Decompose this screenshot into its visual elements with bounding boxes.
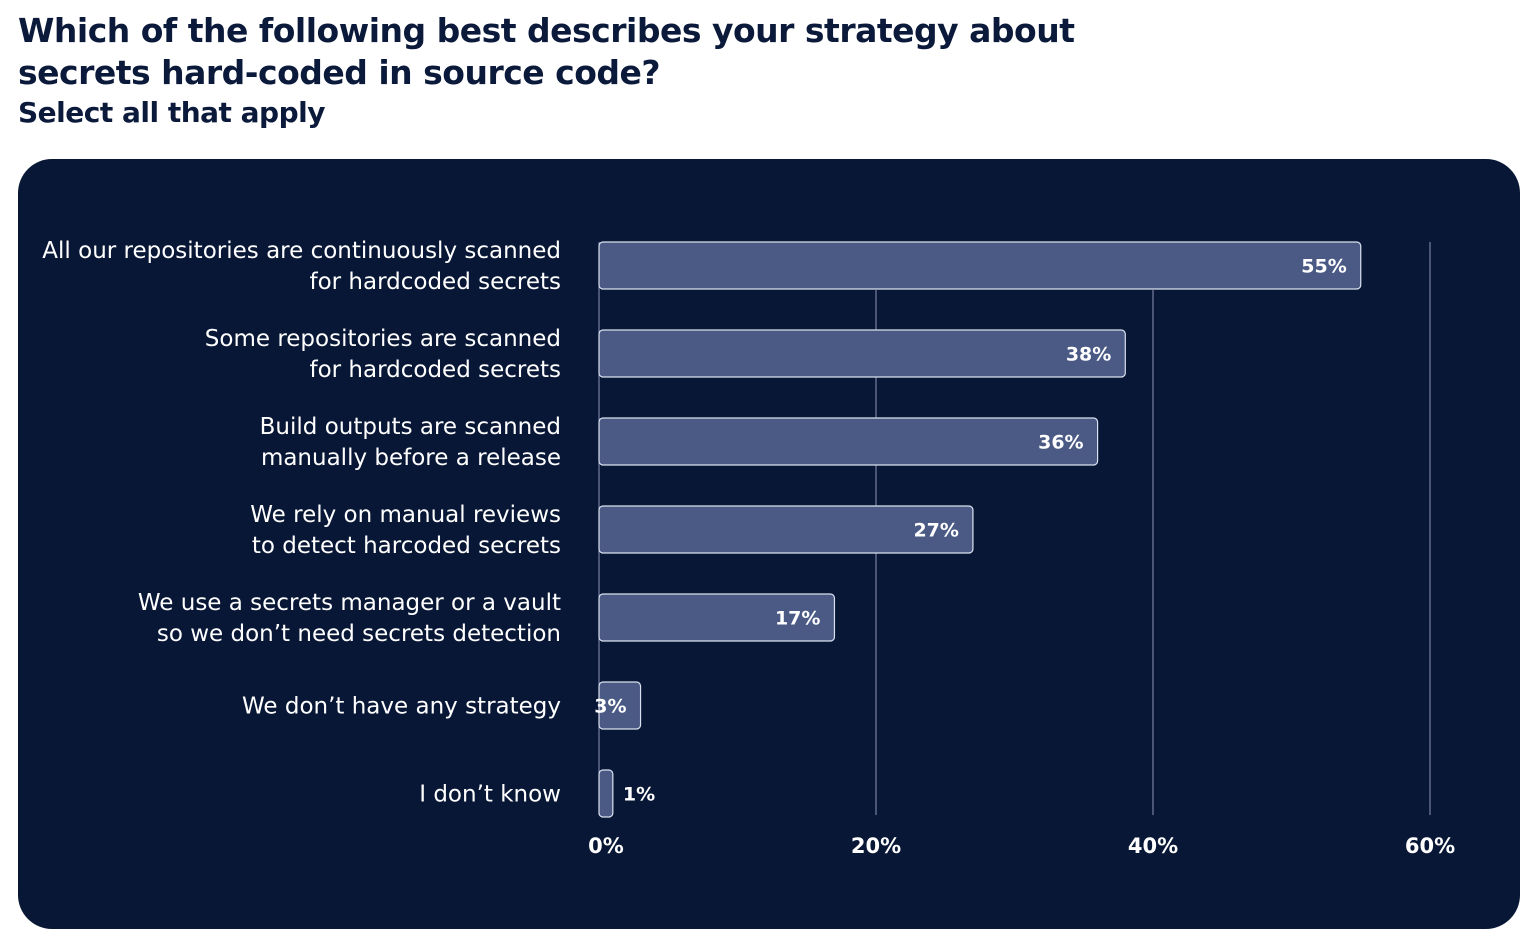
bar-chart: 55% All our repositories are continuously…	[42, 238, 1455, 858]
x-tick-label: 20%	[851, 834, 901, 858]
bar	[598, 329, 1126, 378]
bar-value-label: 3%	[594, 696, 626, 718]
x-tick-label: 40%	[1128, 834, 1178, 858]
category-label: We don’t have any strategy	[242, 694, 561, 720]
bar	[598, 769, 614, 818]
chart-panel: 55% All our repositories are continuously…	[18, 159, 1520, 929]
chart-title: Which of the following best describes yo…	[18, 11, 1075, 92]
category-label: for hardcoded secrets	[309, 269, 561, 295]
bar	[598, 417, 1099, 466]
category-label: We rely on manual reviews	[250, 502, 561, 528]
bar	[598, 505, 974, 554]
x-tick-label: 60%	[1405, 834, 1455, 858]
bar-value-label: 1%	[623, 784, 655, 806]
category-label: Build outputs are scanned	[260, 414, 561, 440]
x-tick-label: 0%	[588, 834, 624, 858]
category-label: manually before a release	[261, 445, 561, 471]
category-label: All our repositories are continuously sc…	[42, 238, 561, 264]
bar-value-label: 17%	[775, 608, 820, 630]
bar-value-label: 27%	[913, 520, 958, 542]
category-label: for hardcoded secrets	[309, 357, 561, 383]
bar	[598, 241, 1362, 290]
category-label: to detect harcoded secrets	[252, 533, 561, 559]
category-label: Some repositories are scanned	[205, 326, 561, 352]
bar-value-label: 36%	[1038, 432, 1083, 454]
category-label: I don’t know	[419, 782, 561, 808]
bar	[598, 593, 836, 642]
chart-subtitle: Select all that apply	[18, 96, 326, 129]
bar	[598, 681, 642, 730]
chart-header: Which of the following best describes yo…	[18, 10, 1078, 132]
category-label: We use a secrets manager or a vault	[138, 590, 561, 616]
category-label: so we don’t need secrets detection	[157, 621, 561, 647]
bar-value-label: 38%	[1066, 344, 1111, 366]
bar-value-label: 55%	[1301, 256, 1346, 278]
